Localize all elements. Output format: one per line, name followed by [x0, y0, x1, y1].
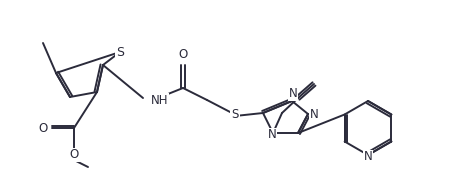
Text: N: N: [310, 108, 319, 121]
Text: S: S: [116, 46, 124, 59]
Text: N: N: [268, 128, 276, 141]
Text: N: N: [364, 151, 372, 164]
Text: NH: NH: [151, 94, 169, 107]
Text: S: S: [231, 108, 239, 121]
Text: O: O: [39, 121, 48, 134]
Text: O: O: [178, 48, 188, 61]
Text: N: N: [289, 87, 297, 100]
Text: O: O: [69, 148, 79, 161]
